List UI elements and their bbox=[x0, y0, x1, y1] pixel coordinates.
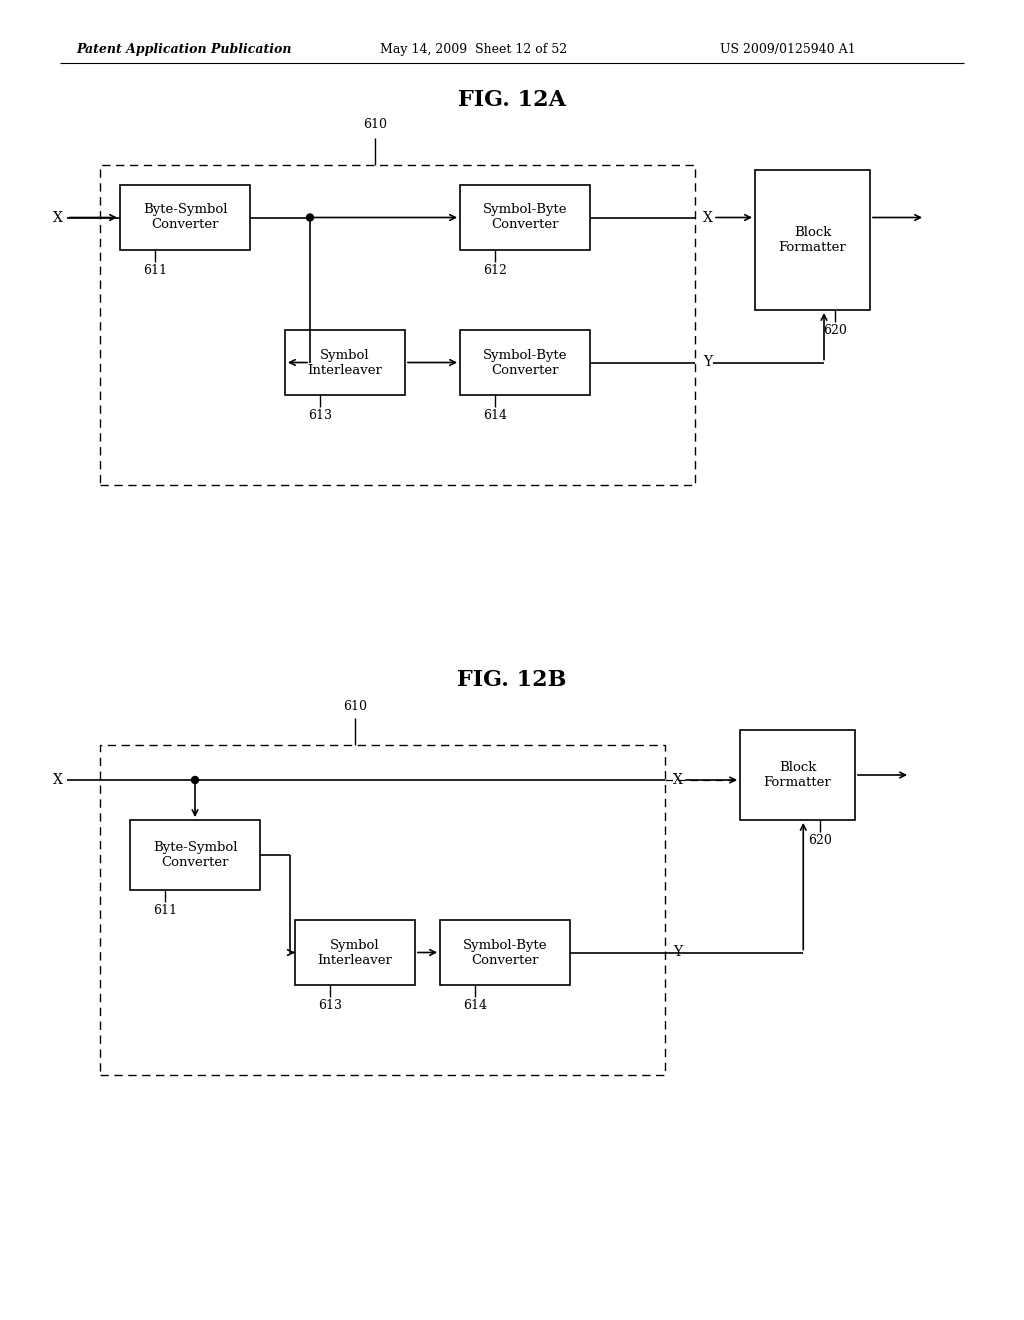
Text: Symbol-Byte
Converter: Symbol-Byte Converter bbox=[482, 348, 567, 376]
Bar bbox=[295, 920, 415, 985]
Text: FIG. 12B: FIG. 12B bbox=[458, 669, 566, 690]
Text: 612: 612 bbox=[483, 264, 507, 277]
Bar bbox=[285, 330, 406, 395]
Text: 610: 610 bbox=[362, 119, 387, 132]
Bar bbox=[755, 170, 870, 310]
Text: 610: 610 bbox=[343, 700, 367, 713]
Text: Block
Formatter: Block Formatter bbox=[778, 226, 847, 253]
Text: Y: Y bbox=[703, 355, 712, 370]
Bar bbox=[440, 920, 570, 985]
Text: Byte-Symbol
Converter: Byte-Symbol Converter bbox=[153, 841, 238, 869]
Text: Block
Formatter: Block Formatter bbox=[764, 762, 831, 789]
Bar bbox=[130, 820, 260, 890]
Text: US 2009/0125940 A1: US 2009/0125940 A1 bbox=[720, 44, 856, 57]
Text: 611: 611 bbox=[143, 264, 167, 277]
Text: X: X bbox=[673, 774, 683, 787]
Circle shape bbox=[306, 214, 313, 220]
Text: X: X bbox=[703, 210, 713, 224]
Text: May 14, 2009  Sheet 12 of 52: May 14, 2009 Sheet 12 of 52 bbox=[380, 44, 567, 57]
Text: 611: 611 bbox=[153, 904, 177, 917]
Text: 614: 614 bbox=[463, 999, 487, 1012]
Text: X: X bbox=[53, 774, 62, 787]
Bar bbox=[460, 185, 590, 249]
Bar bbox=[120, 185, 250, 249]
Text: 613: 613 bbox=[318, 999, 342, 1012]
Text: FIG. 12A: FIG. 12A bbox=[458, 88, 566, 111]
Text: Symbol
Interleaver: Symbol Interleaver bbox=[317, 939, 392, 966]
Bar bbox=[100, 744, 665, 1074]
Text: 614: 614 bbox=[483, 409, 507, 422]
Bar bbox=[740, 730, 855, 820]
Text: 620: 620 bbox=[808, 834, 831, 847]
Text: 620: 620 bbox=[823, 323, 847, 337]
Bar bbox=[100, 165, 695, 484]
Circle shape bbox=[191, 776, 199, 784]
Text: Symbol
Interleaver: Symbol Interleaver bbox=[307, 348, 382, 376]
Text: X: X bbox=[53, 210, 62, 224]
Text: Patent Application Publication: Patent Application Publication bbox=[76, 44, 292, 57]
Text: Byte-Symbol
Converter: Byte-Symbol Converter bbox=[142, 203, 227, 231]
Bar bbox=[460, 330, 590, 395]
Text: 613: 613 bbox=[308, 409, 332, 422]
Text: Symbol-Byte
Converter: Symbol-Byte Converter bbox=[482, 203, 567, 231]
Text: Y: Y bbox=[673, 945, 682, 960]
Text: Symbol-Byte
Converter: Symbol-Byte Converter bbox=[463, 939, 547, 966]
